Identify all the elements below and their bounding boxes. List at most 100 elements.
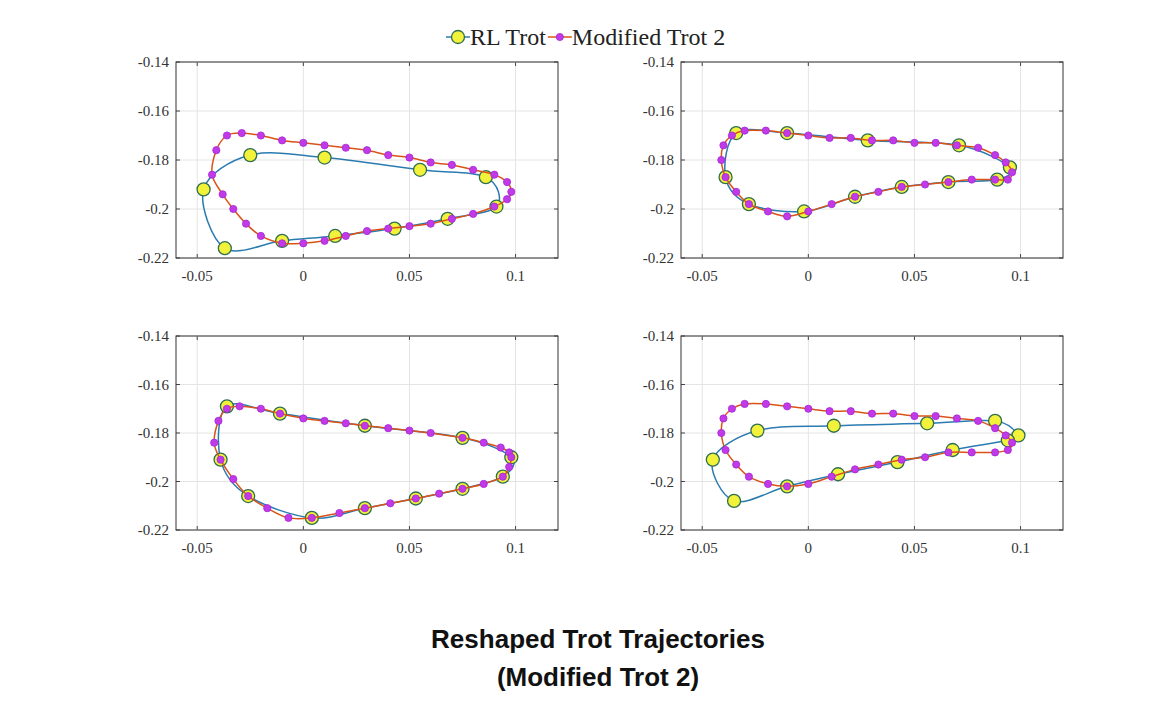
data-group [706, 400, 1025, 507]
tick-label: -0.16 [643, 103, 675, 119]
marker [218, 242, 231, 255]
plot-area [176, 62, 558, 258]
marker [805, 208, 812, 215]
tick-mark [1020, 526, 1021, 530]
tick-label: -0.16 [138, 377, 170, 393]
marker [385, 225, 392, 232]
tick-mark [176, 209, 180, 210]
marker [1004, 446, 1011, 453]
marker [406, 223, 413, 230]
tick-mark [554, 481, 558, 482]
tick-label: -0.22 [643, 250, 674, 266]
data-group [197, 129, 515, 254]
tick-mark [409, 254, 410, 258]
tick-mark [303, 254, 304, 258]
marker [448, 215, 455, 222]
data-group [718, 127, 1017, 220]
marker [480, 439, 487, 446]
tick-label: -0.18 [138, 152, 169, 168]
marker [706, 453, 719, 466]
tick-label: -0.2 [650, 201, 674, 217]
marker [827, 419, 840, 432]
marker [722, 446, 729, 453]
marker [733, 188, 740, 195]
series-line [712, 420, 1019, 501]
marker [414, 163, 427, 176]
marker [828, 201, 835, 208]
marker [321, 237, 328, 244]
marker [868, 137, 875, 144]
tick-label: 0 [805, 268, 813, 284]
marker [336, 509, 343, 516]
marker [257, 405, 264, 412]
marker [1004, 176, 1011, 183]
marker [223, 132, 230, 139]
marker [745, 473, 752, 480]
tick-label: -0.05 [687, 540, 718, 556]
legend-label: Modified Trot 2 [572, 24, 725, 50]
marker [300, 139, 307, 146]
grid-line [176, 384, 558, 385]
marker [409, 492, 422, 505]
tick-label: -0.14 [138, 328, 170, 344]
tick-mark [681, 111, 685, 112]
tick-label: -0.05 [182, 540, 213, 556]
tick-label: 0.1 [1011, 540, 1030, 556]
marker [279, 240, 286, 247]
tick-label: -0.2 [145, 201, 169, 217]
marker [911, 412, 918, 419]
marker [764, 480, 771, 487]
marker [406, 154, 413, 161]
series-line [218, 404, 514, 518]
marker [851, 193, 858, 200]
figure: -0.0500.050.1-0.22-0.2-0.18-0.16-0.14RL … [0, 0, 1152, 720]
series-line [725, 129, 1012, 211]
tick-mark [681, 433, 685, 434]
tick-label: -0.18 [138, 425, 169, 441]
marker [456, 482, 469, 495]
marker [470, 166, 477, 173]
tick-label: 0.1 [1011, 268, 1030, 284]
marker [497, 444, 504, 451]
tick-mark [176, 160, 180, 161]
marker [385, 152, 392, 159]
tick-mark [554, 433, 558, 434]
tick-mark [702, 62, 703, 66]
tick-mark [515, 254, 516, 258]
marker [279, 137, 286, 144]
data-group [211, 400, 518, 525]
tick-label: -0.2 [650, 474, 674, 490]
marker [276, 410, 283, 417]
tick-label: 0.05 [396, 268, 422, 284]
grid-line [176, 433, 558, 434]
marker [264, 505, 271, 512]
marker [921, 417, 934, 430]
marker [230, 205, 237, 212]
tick-mark [1059, 384, 1063, 385]
series-line [721, 130, 1012, 216]
marker [470, 210, 477, 217]
marker [728, 494, 741, 507]
marker [1008, 439, 1015, 446]
marker [728, 132, 735, 139]
tick-mark [1020, 62, 1021, 66]
tick-mark [197, 336, 198, 340]
marker [991, 152, 998, 159]
tick-label: 0 [300, 268, 308, 284]
tick-label: 0.1 [506, 540, 525, 556]
marker [361, 505, 368, 512]
tick-mark [1020, 254, 1021, 258]
marker [257, 232, 264, 239]
tick-mark [1059, 111, 1063, 112]
marker [1008, 169, 1015, 176]
marker [1002, 432, 1009, 439]
marker [826, 134, 833, 141]
tick-label: -0.05 [687, 268, 718, 284]
marker [342, 232, 349, 239]
tick-mark [808, 62, 809, 66]
marker [875, 188, 882, 195]
marker [427, 429, 434, 436]
tick-mark [515, 336, 516, 340]
tick-mark [409, 336, 410, 340]
tick-mark [409, 62, 410, 66]
